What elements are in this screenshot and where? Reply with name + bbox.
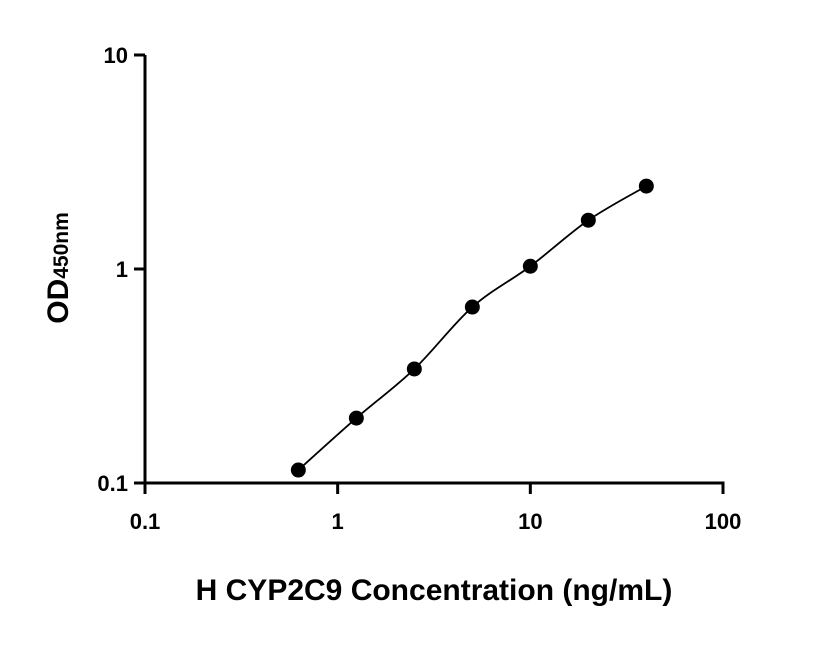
y-tick-label: 10 — [104, 43, 128, 68]
data-point — [580, 212, 596, 228]
axes: 0.1 1 10 100 0.1 1 10 — [97, 43, 741, 534]
y-axis-label-main: OD — [42, 279, 75, 324]
x-tick-label: 1 — [332, 509, 344, 534]
y-tick-label: 1 — [116, 257, 128, 282]
data-point — [464, 299, 480, 315]
y-tick-label: 0.1 — [97, 471, 128, 496]
y-axis-label: OD450nm — [42, 212, 75, 324]
y-axis-label-sub: 450nm — [50, 212, 73, 279]
data-point — [406, 361, 422, 377]
x-tick-label: 100 — [705, 509, 742, 534]
data-point — [522, 258, 538, 274]
data-point — [348, 410, 364, 426]
data-point — [290, 462, 306, 478]
fit-curve — [297, 185, 647, 471]
x-tick-label: 0.1 — [130, 509, 161, 534]
x-axis-label: H CYP2C9 Concentration (ng/mL) — [196, 574, 673, 607]
data-point — [638, 178, 654, 194]
data-points — [290, 178, 654, 478]
x-tick-label: 10 — [518, 509, 542, 534]
